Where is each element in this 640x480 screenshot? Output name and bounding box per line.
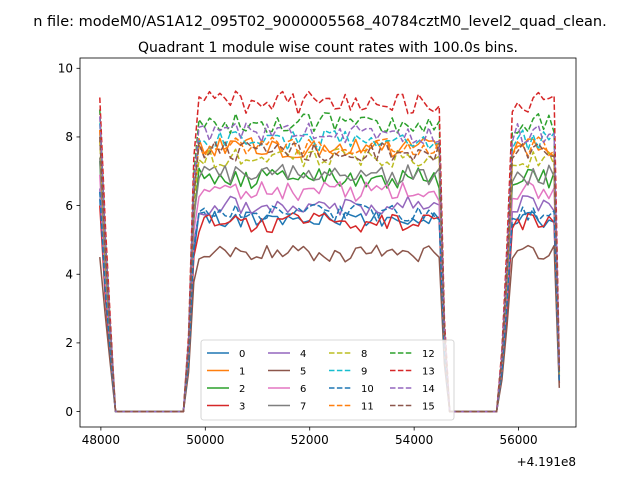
- x-tick-label: 50000: [186, 433, 224, 447]
- axes-frame: [79, 57, 577, 428]
- legend-label-1: 1: [239, 366, 245, 377]
- legend-label-15: 15: [422, 401, 435, 412]
- legend-label-7: 7: [300, 401, 306, 412]
- legend-label-4: 4: [300, 349, 306, 360]
- y-tick-label: 0: [65, 405, 73, 419]
- legend-label-2: 2: [239, 384, 245, 395]
- legend-label-8: 8: [361, 349, 367, 360]
- legend-label-11: 11: [361, 401, 374, 412]
- legend-label-14: 14: [422, 384, 435, 395]
- legend-label-12: 12: [422, 349, 435, 360]
- y-tick-label: 8: [65, 130, 73, 144]
- x-tick-label: 54000: [395, 433, 433, 447]
- y-tick-label: 2: [65, 336, 73, 350]
- series-lines: [99, 90, 561, 413]
- legend-label-0: 0: [239, 349, 245, 360]
- y-tick-label: 6: [65, 199, 73, 213]
- x-offset-text: +4.191e8: [517, 455, 576, 469]
- x-tick-label: 56000: [499, 433, 537, 447]
- legend-label-3: 3: [239, 401, 245, 412]
- legend-label-13: 13: [422, 366, 435, 377]
- legend-label-6: 6: [300, 384, 306, 395]
- x-tick-label: 48000: [82, 433, 120, 447]
- y-tick-label: 10: [58, 62, 73, 76]
- legend-label-5: 5: [300, 366, 306, 377]
- chart-suptitle: n file: modeM0/AS1A12_095T02_9000005568_…: [33, 14, 607, 30]
- y-tick-label: 4: [65, 268, 73, 282]
- x-tick-label: 52000: [291, 433, 329, 447]
- legend-box: [200, 339, 455, 421]
- legend-label-9: 9: [361, 366, 367, 377]
- chart-title: Quadrant 1 module wise count rates with …: [138, 40, 518, 56]
- legend-label-10: 10: [361, 384, 374, 395]
- series-line-15: [99, 136, 561, 413]
